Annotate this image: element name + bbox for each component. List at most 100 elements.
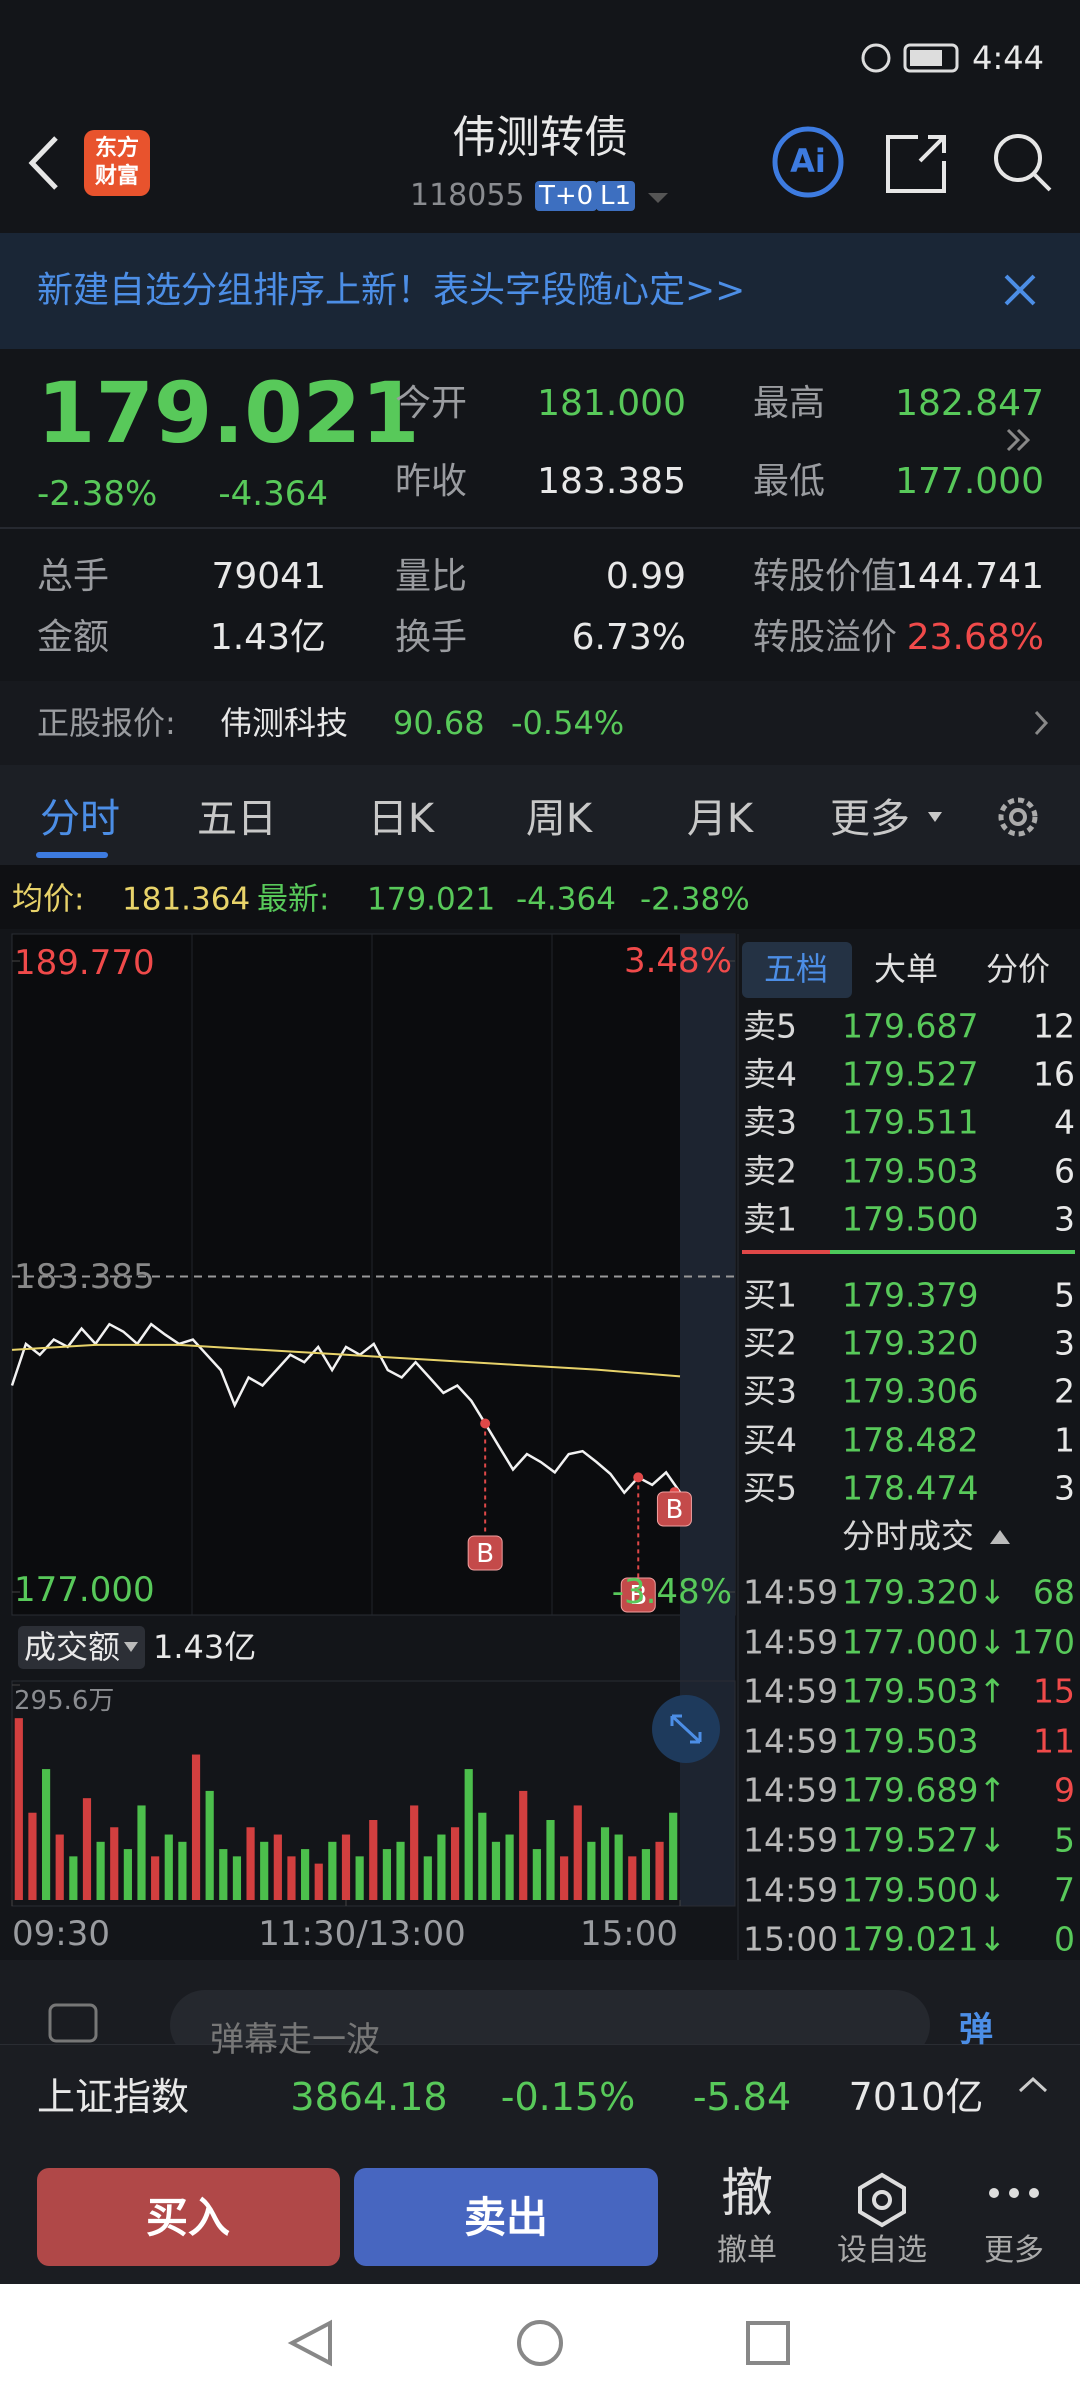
ai-icon[interactable] <box>772 126 844 198</box>
field-label: 昨收 <box>395 461 468 502</box>
buy-button[interactable] <box>37 2168 340 2266</box>
nav-back[interactable] <box>287 2319 332 2367</box>
book-price: 179.687 <box>842 1006 979 1046</box>
volume-bar <box>232 1856 242 1900</box>
comment-placeholder: 弹幕走一波 <box>210 2020 380 2060</box>
chart-info: 最新: <box>257 881 330 918</box>
order-tab[interactable]: 五档 <box>763 950 829 988</box>
comment-icon[interactable] <box>48 2003 98 2043</box>
volume-bar <box>191 1754 201 1900</box>
tab[interactable]: 五日 <box>197 796 277 842</box>
stat-label: 换手 <box>395 617 468 658</box>
volume-bar <box>341 1834 351 1900</box>
tab[interactable]: 分时 <box>40 796 120 842</box>
field-label: 最低 <box>753 461 826 502</box>
y-tick-label: 177.000 <box>14 1570 155 1610</box>
trade-price: 179.503 <box>842 1721 979 1761</box>
volume-select[interactable] <box>18 1626 145 1669</box>
search-icon[interactable] <box>994 134 1042 182</box>
stat-label: 量比 <box>395 556 468 597</box>
settings-icon-core <box>1009 808 1027 826</box>
back-icon[interactable] <box>28 136 58 190</box>
share-icon[interactable] <box>886 135 946 193</box>
stat-value: 23.68% <box>906 617 1044 658</box>
stock-row[interactable] <box>0 681 1080 765</box>
sort-icon <box>990 1530 1010 1544</box>
tab[interactable]: 月K <box>686 796 754 842</box>
cancel-label[interactable]: 撤单 <box>717 2233 777 2268</box>
nav-recent[interactable] <box>746 2321 790 2365</box>
book-label: 卖5 <box>743 1006 797 1046</box>
logo-text: 东方 <box>94 136 140 161</box>
tab-underline <box>36 852 108 858</box>
volume-bar <box>491 1841 501 1900</box>
index-value: 3864.18 <box>290 2075 448 2119</box>
trade-price: 179.503↑ <box>842 1671 1007 1711</box>
book-volume: 3 <box>1054 1199 1075 1239</box>
index-change-pct: -0.15% <box>500 2075 636 2119</box>
field-value: 182.847 <box>895 383 1044 424</box>
comment-button[interactable]: 弹 <box>959 2010 993 2050</box>
book-volume: 3 <box>1054 1468 1075 1508</box>
marker-label: B <box>629 1581 647 1611</box>
volume-label[interactable]: 成交额 <box>24 1628 121 1666</box>
book-price: 179.306 <box>842 1371 979 1411</box>
watch-icon-core <box>872 2190 892 2210</box>
volume-bar <box>41 1769 51 1900</box>
more-arrow[interactable] <box>1006 428 1031 452</box>
order-tab[interactable]: 分价 <box>985 950 1051 988</box>
index-bar[interactable] <box>0 2044 1080 2152</box>
more-label[interactable]: 更多 <box>984 2233 1044 2268</box>
banner-text[interactable]: 新建自选分组排序上新！表头字段随心定>> <box>37 270 746 311</box>
order-tab-active[interactable] <box>742 942 852 998</box>
volume-bar <box>273 1834 282 1900</box>
tab[interactable]: 日K <box>367 796 435 842</box>
volume-bar <box>110 1827 119 1900</box>
trade-volume: 11 <box>1033 1721 1075 1761</box>
book-label: 买5 <box>743 1468 797 1508</box>
stat-value: 6.73% <box>571 617 686 658</box>
banner-close[interactable] <box>1004 274 1036 306</box>
tag: T+0 <box>535 181 598 211</box>
watch-icon[interactable] <box>858 2172 906 2228</box>
book-volume: 12 <box>1033 1006 1075 1046</box>
volume-bar <box>669 1812 678 1900</box>
book-volume: 3 <box>1054 1323 1075 1363</box>
volume-bar <box>314 1863 323 1900</box>
marker-badge <box>656 1491 692 1527</box>
index-expand[interactable] <box>1018 2076 1048 2093</box>
battery-level <box>910 50 942 66</box>
stock-name[interactable]: 伟测科技 <box>220 704 349 742</box>
chart-info: 均价: <box>12 881 85 918</box>
book-label: 买2 <box>743 1323 797 1363</box>
marker-dot <box>480 1418 491 1429</box>
more-dot[interactable] <box>989 2188 999 2198</box>
stock-change: -0.54% <box>511 704 625 742</box>
book-volume: 6 <box>1054 1151 1075 1191</box>
volume-bar <box>369 1819 378 1900</box>
marker-label: B <box>476 1539 494 1569</box>
banner[interactable] <box>0 233 1080 349</box>
volume-bar <box>55 1834 64 1900</box>
volume-bar <box>219 1849 228 1900</box>
tab[interactable]: 周K <box>525 796 593 842</box>
chart-info: 179.021 <box>367 881 496 918</box>
order-tab[interactable]: 大单 <box>873 950 939 988</box>
settings-icon[interactable] <box>998 797 1038 837</box>
book-label: 买4 <box>743 1420 797 1460</box>
cancel-icon[interactable]: 撤 <box>720 2164 774 2224</box>
chart-info-bar <box>0 865 1080 929</box>
last-price: 179.021 <box>37 364 420 462</box>
sell-label: 卖出 <box>463 2193 549 2242</box>
page-title: 伟测转债 <box>452 112 628 163</box>
watch-label[interactable]: 设自选 <box>837 2233 927 2268</box>
volume-bar <box>287 1856 296 1900</box>
book-volume: 4 <box>1054 1102 1075 1142</box>
sell-button[interactable] <box>354 2168 658 2266</box>
trades-title: 分时成交 <box>842 1516 974 1556</box>
dropdown-icon[interactable] <box>648 193 668 203</box>
tab[interactable]: 更多 <box>830 796 910 842</box>
price-line <box>11 1343 681 1378</box>
book-volume: 1 <box>1054 1420 1075 1460</box>
nav-home[interactable] <box>517 2320 563 2366</box>
